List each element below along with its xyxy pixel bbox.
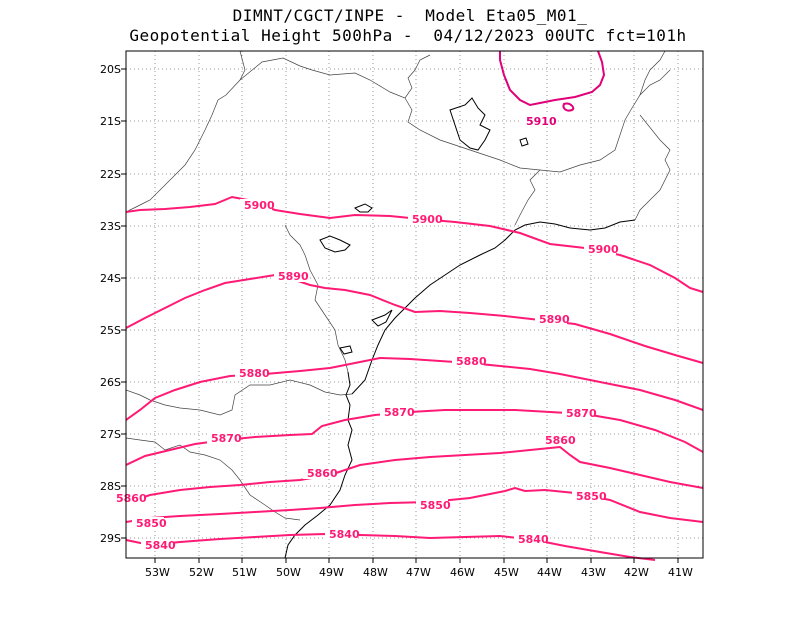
lon-label-45w: 45W bbox=[494, 566, 519, 579]
lat-label-23s: 23S bbox=[100, 220, 121, 233]
contour-5890 bbox=[125, 273, 704, 364]
label-5880-west: 5880 bbox=[239, 367, 270, 380]
label-5860-east: 5860 bbox=[545, 434, 576, 447]
contour-5910 bbox=[499, 50, 606, 107]
lat-label-29s: 29S bbox=[100, 532, 121, 545]
lon-label-52w: 52W bbox=[189, 566, 214, 579]
contour-5900 bbox=[125, 195, 704, 293]
label-5840-west: 5840 bbox=[145, 539, 176, 552]
label-5890-east: 5890 bbox=[539, 313, 570, 326]
lon-label-49w: 49W bbox=[319, 566, 344, 579]
map-frame bbox=[125, 50, 704, 559]
lat-gridlines bbox=[126, 68, 703, 539]
label-5900-east: 5900 bbox=[588, 243, 619, 256]
lon-label-51w: 51W bbox=[232, 566, 257, 579]
label-5890-west: 5890 bbox=[278, 270, 309, 283]
label-5860-edge: 5860 bbox=[116, 492, 147, 505]
label-5880-east: 5880 bbox=[456, 355, 487, 368]
label-5870-mid: 5870 bbox=[384, 406, 415, 419]
label-5900-mid: 5900 bbox=[412, 213, 443, 226]
lon-label-50w: 50W bbox=[276, 566, 301, 579]
contour-5910-loop bbox=[562, 102, 575, 112]
contour-lines bbox=[125, 50, 704, 561]
lat-label-26s: 26S bbox=[100, 376, 121, 389]
label-5870-east: 5870 bbox=[566, 407, 597, 420]
lon-label-46w: 46W bbox=[450, 566, 475, 579]
axis-ticks bbox=[121, 68, 679, 563]
lon-label-44w: 44W bbox=[537, 566, 562, 579]
lat-label-21s: 21S bbox=[100, 115, 121, 128]
lon-label-43w: 43W bbox=[581, 566, 606, 579]
label-5850-west: 5850 bbox=[136, 517, 167, 530]
lon-label-47w: 47W bbox=[406, 566, 431, 579]
label-5840-mid: 5840 bbox=[329, 528, 360, 541]
contour-5860 bbox=[125, 445, 704, 504]
state-borders bbox=[125, 50, 671, 521]
contour-5850 bbox=[125, 486, 704, 523]
lon-label-53w: 53W bbox=[145, 566, 170, 579]
label-5860-mid: 5860 bbox=[307, 467, 338, 480]
map-title-line-2: Geopotential Height 500hPa - 04/12/2023 … bbox=[129, 26, 687, 45]
lat-label-27s: 27S bbox=[100, 428, 121, 441]
coastline bbox=[284, 97, 636, 559]
lat-axis-labels: 20S 21S 22S 23S 24S 25S 26S 27S 28S 29S bbox=[100, 63, 121, 545]
contour-labels: 5910 5900 5900 5900 5890 5890 5880 5880 … bbox=[116, 115, 619, 552]
lat-label-28s: 28S bbox=[100, 480, 121, 493]
contour-5880 bbox=[125, 356, 704, 421]
lon-label-41w: 41W bbox=[668, 566, 693, 579]
label-5850-east: 5850 bbox=[576, 490, 607, 503]
lon-gridlines bbox=[154, 51, 679, 558]
lat-label-20s: 20S bbox=[100, 63, 121, 76]
lat-label-25s: 25S bbox=[100, 324, 121, 337]
lat-label-24s: 24S bbox=[100, 272, 121, 285]
lon-label-42w: 42W bbox=[624, 566, 649, 579]
label-5870-west: 5870 bbox=[211, 432, 242, 445]
lat-label-22s: 22S bbox=[100, 168, 121, 181]
label-5850-mid: 5850 bbox=[420, 499, 451, 512]
contour-5840 bbox=[125, 532, 656, 561]
label-5900-west: 5900 bbox=[244, 199, 275, 212]
map-title-line-1: DIMNT/CGCT/INPE - Model Eta05_M01_ bbox=[232, 6, 588, 25]
lon-axis-labels: 53W 52W 51W 50W 49W 48W 47W 46W 45W 44W … bbox=[145, 566, 693, 579]
label-5910: 5910 bbox=[526, 115, 557, 128]
contour-5870 bbox=[125, 409, 704, 466]
label-5840-east: 5840 bbox=[518, 533, 549, 546]
lon-label-48w: 48W bbox=[363, 566, 388, 579]
